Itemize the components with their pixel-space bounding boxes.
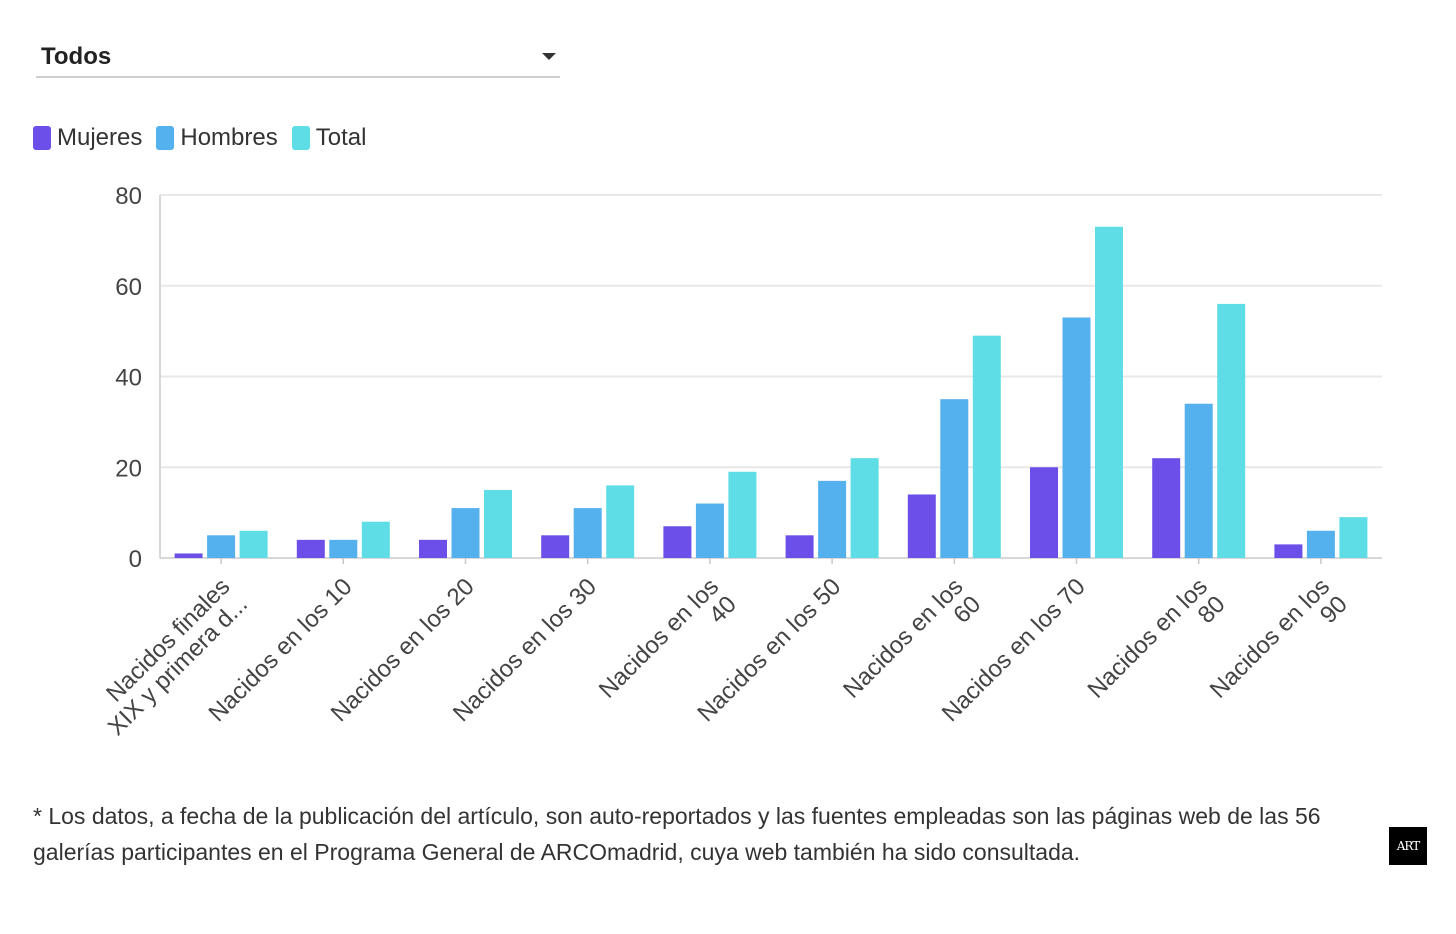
y-tick-label: 60 (115, 274, 142, 301)
bar-mujeres-3 (419, 539, 447, 558)
bar-total-10 (1339, 517, 1368, 558)
footnote: * Los datos, a fecha de la publicación d… (33, 803, 1321, 865)
bar-total-6 (850, 458, 879, 558)
bar-total-2 (361, 521, 390, 558)
bar-mujeres-7 (907, 494, 936, 558)
y-tick-label: 20 (115, 455, 142, 482)
legend-swatch-icon (33, 126, 51, 150)
x-tick-label: Nacidos en los80 (1083, 573, 1231, 721)
bar-hombres-9 (1184, 403, 1213, 558)
y-tick-label: 40 (115, 365, 142, 392)
bar-total-8 (1095, 226, 1123, 558)
caret-down-icon (542, 53, 556, 60)
legend-swatch-icon (291, 126, 310, 150)
bar-mujeres-5 (663, 526, 692, 558)
chart-legend: Mujeres Hombres Total (33, 124, 366, 152)
bar-hombres-1 (207, 535, 236, 558)
legend-item-total[interactable]: Total (291, 124, 367, 152)
bar-total-4 (606, 485, 635, 558)
y-tick-label: 80 (115, 183, 142, 210)
bar-total-7 (972, 335, 1001, 558)
bar-hombres-10 (1306, 530, 1335, 558)
bar-mujeres-6 (785, 535, 814, 558)
bar-hombres-4 (573, 508, 602, 558)
bar-mujeres-9 (1152, 458, 1181, 558)
art-logo-icon: ART (1389, 827, 1427, 865)
y-tick-label: 0 (129, 546, 142, 573)
filter-dropdown[interactable]: Todos (36, 34, 560, 78)
bar-mujeres-4 (541, 535, 570, 558)
filter-selected-value: Todos (41, 43, 112, 70)
legend-label: Total (315, 124, 367, 151)
bar-hombres-2 (329, 539, 358, 558)
bar-mujeres-8 (1030, 467, 1058, 558)
legend-item-mujeres[interactable]: Mujeres (33, 124, 142, 152)
bar-mujeres-2 (296, 539, 325, 558)
bar-hombres-3 (451, 508, 480, 558)
bar-hombres-7 (940, 399, 969, 558)
bar-total-3 (484, 489, 512, 558)
legend-label: Hombres (180, 124, 278, 151)
legend-swatch-icon (156, 126, 175, 150)
bar-mujeres-10 (1274, 544, 1303, 558)
legend-label: Mujeres (57, 124, 143, 151)
bar-total-5 (728, 471, 757, 558)
bar-total-9 (1217, 303, 1246, 558)
x-tick-label: Nacidos en los90 (1205, 573, 1353, 721)
bar-total-1 (239, 530, 268, 558)
bar-hombres-5 (695, 503, 724, 558)
legend-item-hombres[interactable]: Hombres (156, 124, 278, 152)
bar-mujeres-1 (174, 553, 203, 558)
bar-hombres-8 (1062, 317, 1091, 558)
bar-hombres-6 (818, 480, 847, 558)
